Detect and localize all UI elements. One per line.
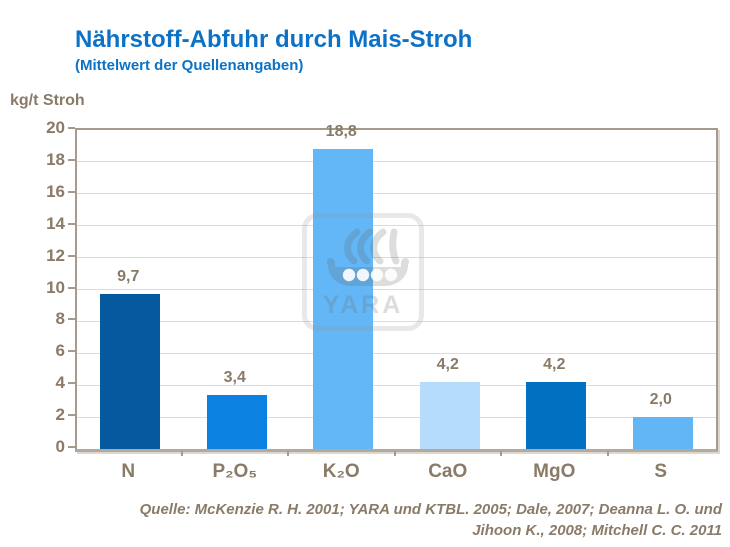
y-gridline [77, 352, 716, 354]
source-line-2: Jihoon K., 2008; Mitchell C. C. 2011 [472, 522, 722, 539]
y-gridline [77, 320, 716, 322]
y-axis-tick-label: 4 [55, 373, 65, 393]
y-axis-tick-mark [68, 382, 75, 385]
x-axis-tick-mark [606, 451, 609, 456]
y-axis-tick-label: 10 [46, 277, 65, 297]
y-axis-tick-label: 8 [55, 309, 65, 329]
y-axis-tick-label: 20 [46, 118, 65, 137]
bar-K₂O [313, 149, 374, 449]
bar-value-label: 4,2 [543, 356, 566, 373]
x-axis-tick-mark [393, 451, 396, 456]
y-axis-tick-label: 14 [46, 213, 65, 233]
y-axis-tick-label: 16 [46, 181, 65, 201]
y-axis-tick-label: 0 [55, 437, 65, 456]
bar-P₂O₅ [206, 394, 267, 449]
bar-CaO [419, 382, 480, 449]
bar-MgO [526, 382, 587, 449]
x-axis-category-label: K₂O [322, 461, 360, 482]
bar-value-label: 9,7 [117, 268, 140, 286]
x-axis-tick-mark [287, 451, 289, 456]
x-axis-category-label: MgO [533, 461, 576, 482]
y-axis-tick-label: 6 [55, 341, 65, 361]
y-gridline [77, 193, 716, 195]
y-gridline [77, 257, 716, 259]
y-axis-tick-label: 18 [46, 149, 65, 169]
bar-value-label: 3,4 [223, 368, 246, 386]
y-gridline [77, 416, 716, 418]
y-axis-tick-mark [68, 127, 75, 129]
chart-subtitle: (Mittelwert der Quellenangaben) [75, 57, 304, 74]
bar-value-label: 4,2 [436, 356, 459, 373]
x-axis-category-label: N [121, 461, 136, 482]
y-axis-tick-label: 12 [46, 245, 65, 265]
x-axis-category-label: CaO [428, 461, 468, 482]
y-axis-tick-mark [68, 254, 75, 257]
y-gridline [77, 225, 716, 227]
y-gridline [77, 289, 716, 290]
y-axis-tick-mark [68, 190, 75, 193]
bar-N [100, 294, 161, 449]
x-axis-category-label: S [654, 461, 668, 482]
bar-value-label: 2,0 [649, 391, 672, 409]
y-axis-tick-label: 2 [55, 405, 65, 425]
y-gridline [77, 161, 716, 163]
chart-title: Nährstoff-Abfuhr durch Mais-Stroh [75, 26, 473, 53]
bar-S [632, 417, 693, 449]
y-axis-unit-label: kg/t Stroh [10, 92, 85, 109]
x-axis-tick-mark [500, 451, 502, 456]
source-line-1: Quelle: McKenzie R. H. 2001; YARA und KT… [139, 501, 722, 518]
y-axis-tick-mark [68, 318, 75, 321]
plot-area [75, 128, 718, 452]
y-gridline [77, 384, 716, 386]
source-citation: Quelle: McKenzie R. H. 2001; YARA und KT… [82, 499, 722, 541]
x-axis-tick-mark [180, 451, 183, 456]
y-axis-tick-mark [68, 350, 75, 353]
y-axis-tick-mark [68, 158, 75, 161]
y-axis-tick-mark [68, 446, 75, 448]
y-axis-tick-mark [68, 414, 75, 417]
y-axis-tick-mark [68, 222, 75, 225]
bar-value-label: 18,8 [325, 123, 357, 141]
x-axis-category-label: P₂O₅ [212, 461, 258, 482]
y-axis-tick-mark [68, 286, 75, 289]
